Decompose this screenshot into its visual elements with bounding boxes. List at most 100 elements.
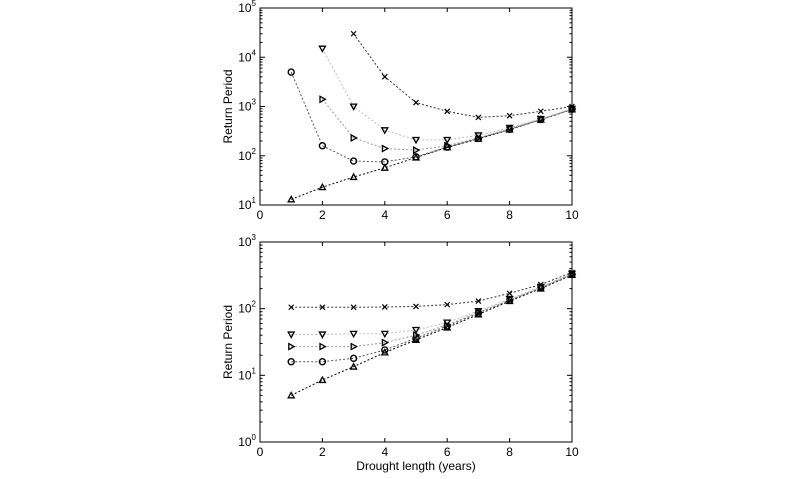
data-point: [318, 141, 327, 150]
x-tick-label: 8: [506, 445, 513, 459]
data-point: [411, 335, 421, 343]
series-triangle-down: [318, 45, 577, 145]
series-circle: [287, 270, 576, 366]
data-point-stroke: [413, 303, 419, 310]
series-line: [321, 48, 573, 141]
data-point: [569, 103, 575, 110]
series-x-cross: [288, 269, 575, 311]
data-point: [318, 45, 327, 53]
series-x-cross: [350, 30, 575, 121]
data-point: [413, 99, 419, 106]
data-point-stroke: [537, 281, 544, 288]
data-point: [318, 331, 327, 339]
data-point: [474, 132, 483, 140]
chart-panel-top: 0 2 4 6 8 10 101 102 103 104 105 Return Period: [221, 0, 579, 222]
y-tick-label: 103: [238, 233, 256, 249]
x-tick-label: 2: [319, 445, 326, 459]
y-tick-label: 102: [238, 300, 256, 316]
x-tick-label: 10: [565, 445, 579, 459]
x-tick-label: 4: [381, 208, 388, 222]
plot-frame: [259, 241, 573, 443]
data-point: [569, 269, 575, 276]
y-tick-label: 100: [238, 433, 256, 449]
data-point: [381, 304, 388, 310]
data-point: [380, 163, 389, 171]
series-line: [290, 274, 573, 396]
data-point: [505, 295, 514, 304]
data-point: [349, 354, 358, 363]
series-triangle: [287, 270, 577, 399]
x-tick-label: 2: [319, 208, 326, 222]
data-point: [349, 157, 358, 165]
data-point: [505, 124, 514, 133]
data-point: [537, 281, 544, 288]
data-point: [506, 112, 513, 119]
data-point: [349, 172, 358, 181]
y-axis-label: Return Period: [221, 305, 235, 379]
series-line: [290, 71, 573, 163]
data-point: [349, 362, 358, 370]
series-line: [291, 273, 573, 348]
x-tick-label: 0: [257, 445, 264, 459]
data-point: [287, 331, 296, 339]
data-point-stroke: [506, 290, 513, 297]
data-point: [319, 342, 327, 351]
data-point: [349, 330, 358, 339]
series-line: [291, 273, 573, 335]
data-point-stroke: [319, 304, 326, 311]
data-point: [350, 133, 358, 143]
plot-frame: [259, 7, 573, 206]
data-point: [474, 308, 483, 316]
data-point: [381, 73, 388, 80]
data-point: [350, 304, 357, 311]
data-point-stroke: [350, 304, 357, 311]
data-point: [475, 114, 482, 121]
chart-panel-bottom: 0 2 4 6 8 10 100 101 102 103 Return Period Drought …: [221, 233, 579, 473]
data-point: [287, 68, 295, 76]
data-point: [381, 158, 389, 166]
data-point: [413, 303, 419, 310]
data-point-stroke: [350, 30, 357, 37]
y-tick-label: 101: [238, 366, 256, 382]
data-point: [287, 358, 295, 366]
data-point-stroke: [475, 298, 482, 304]
y-tick-label: 104: [238, 48, 256, 64]
data-point: [349, 103, 358, 111]
data-point-stroke: [444, 108, 451, 115]
data-point-stroke: [444, 301, 451, 308]
series-circle: [287, 68, 576, 166]
data-point: [444, 141, 452, 150]
data-point: [536, 115, 545, 124]
y-axis-label: Return Period: [221, 69, 235, 143]
data-point: [288, 342, 296, 351]
data-point-stroke: [569, 269, 575, 276]
x-axis-label: Drought length (years): [356, 459, 475, 473]
series-line: [291, 271, 573, 308]
data-point: [319, 304, 326, 311]
data-point-stroke: [537, 108, 544, 115]
x-tick-label: 10: [565, 208, 579, 222]
x-tick-label: 4: [381, 445, 388, 459]
series-line: [322, 98, 573, 151]
data-point: [350, 342, 358, 351]
data-point: [444, 320, 452, 330]
data-point: [318, 358, 327, 366]
y-tick-label: 103: [238, 98, 256, 114]
data-point: [411, 326, 421, 335]
data-point: [287, 195, 296, 203]
data-point: [506, 290, 513, 297]
data-point-stroke: [475, 114, 482, 121]
data-point: [287, 391, 296, 399]
data-point: [288, 304, 295, 311]
data-point: [381, 346, 389, 354]
data-point: [443, 136, 452, 145]
data-point-stroke: [569, 103, 575, 110]
series-triangle-right: [319, 95, 577, 155]
y-tick-label: 105: [238, 0, 256, 15]
data-point: [318, 375, 327, 384]
series-triangle: [287, 105, 577, 203]
x-tick-label: 8: [506, 208, 513, 222]
data-point: [350, 30, 357, 37]
data-point: [411, 136, 421, 145]
